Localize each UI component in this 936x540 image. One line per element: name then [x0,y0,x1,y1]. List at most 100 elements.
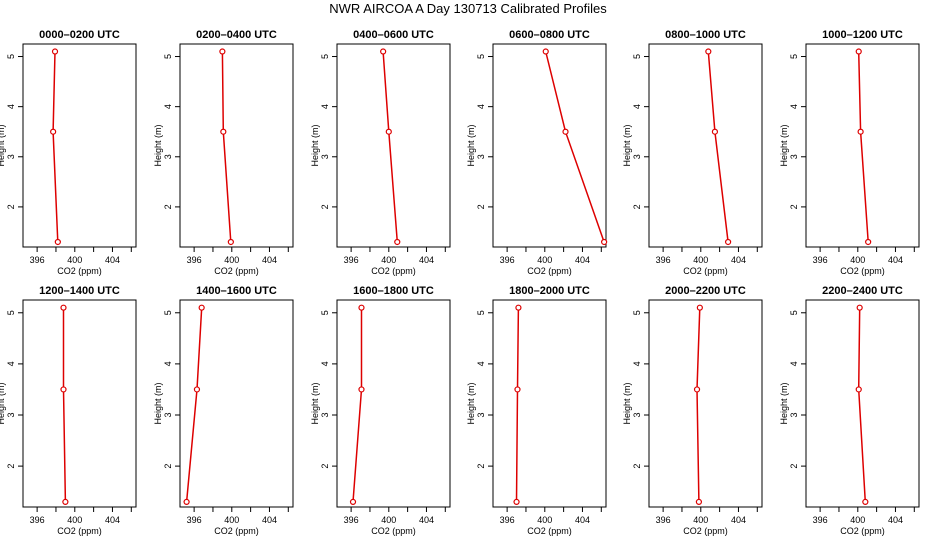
panel-title: 0800–1000 UTC [665,29,746,41]
y-tick-label: 3 [320,412,330,417]
y-axis-label: Height (m) [153,382,163,424]
x-tick-label: 404 [888,515,903,525]
profile-line [707,51,729,243]
y-tick-label: 4 [476,361,486,366]
data-point [601,238,608,246]
y-tick-label: 2 [163,204,173,209]
data-point [696,304,703,311]
y-tick-label: 5 [6,54,16,59]
y-tick-label: 4 [163,361,173,366]
y-tick-label: 2 [320,464,330,469]
plot-frame [336,299,451,508]
y-axis-label: Height (m) [779,124,789,166]
x-tick-label: 400 [224,515,239,525]
x-tick-label: 400 [381,255,396,265]
panel-title: 1600–1800 UTC [353,285,434,297]
panel-title: 1000–1200 UTC [822,29,903,41]
y-tick-label: 2 [320,204,330,209]
y-tick-label: 4 [632,361,642,366]
x-tick-label: 404 [731,255,746,265]
x-tick-label: 404 [262,515,277,525]
data-point [183,498,190,505]
y-tick-label: 5 [789,54,799,59]
plot-frame [336,43,451,248]
x-axis-label: CO2 (ppm) [57,526,102,536]
profile-panel-5: 0800–1000 UTC 396 400 404 2 3 4 5 CO2 (ppm) Heigh… [622,29,763,276]
x-tick-label: 396 [30,515,45,525]
data-point [220,128,227,135]
data-point [380,48,387,55]
x-tick-label: 400 [537,255,552,265]
x-tick-label: 404 [731,515,746,525]
y-tick-label: 4 [789,361,799,366]
y-tick-label: 4 [163,104,173,109]
x-tick-label: 396 [30,255,45,265]
data-point [513,498,520,505]
data-point [855,48,862,55]
plot-frame [22,299,137,508]
x-axis-label: CO2 (ppm) [214,266,259,276]
data-point [193,386,201,393]
x-tick-label: 396 [656,255,671,265]
x-tick-label: 400 [693,255,708,265]
data-point [227,238,234,246]
x-tick-label: 400 [381,515,396,525]
profile-panel-3: 0400–0600 UTC 396 400 404 2 3 4 5 CO2 (ppm) Heigh… [310,29,451,276]
data-point [358,386,365,393]
profile-panel-11: 2000–2200 UTC 396 400 404 2 3 4 5 CO2 (ppm) Heigh… [622,285,763,536]
panel-title: 1200–1400 UTC [39,285,120,297]
y-tick-label: 3 [632,412,642,417]
y-tick-label: 2 [6,204,16,209]
y-tick-label: 3 [6,154,16,159]
plot-frame [22,43,137,248]
profile-panel-12: 2200–2400 UTC 396 400 404 2 3 4 5 CO2 (ppm) Heigh… [779,285,920,536]
data-point [50,128,57,135]
x-tick-label: 396 [187,255,202,265]
data-point [198,304,205,311]
data-point [60,304,67,311]
plot-frame [648,43,763,248]
profile-line [544,51,605,243]
profile-line [382,51,399,243]
x-tick-label: 396 [344,255,359,265]
y-tick-label: 2 [476,204,486,209]
data-point [62,498,69,505]
data-point [856,304,863,311]
data-point [358,304,365,311]
plot-frame [492,43,607,248]
y-tick-label: 2 [163,464,173,469]
data-point [514,386,521,393]
data-point [724,238,732,246]
y-tick-label: 5 [476,310,486,315]
profile-line [352,307,363,502]
profile-line [857,307,867,502]
x-tick-label: 400 [850,515,865,525]
y-tick-label: 2 [632,204,642,209]
figure-title: NWR AIRCOA A Day 130713 Calibrated Profi… [329,1,607,16]
y-tick-label: 5 [320,54,330,59]
y-tick-label: 2 [6,464,16,469]
profile-panel-9: 1600–1800 UTC 396 400 404 2 3 4 5 CO2 (ppm) Heigh… [310,285,451,536]
y-axis-label: Height (m) [466,382,476,424]
x-tick-label: 400 [537,515,552,525]
plot-frame [805,43,920,248]
data-point [562,128,569,135]
profile-line [696,307,701,502]
y-tick-label: 4 [6,104,16,109]
profile-line [221,51,232,243]
x-tick-label: 396 [344,515,359,525]
data-point [515,304,522,311]
panel-title: 1800–2000 UTC [509,285,590,297]
y-tick-label: 4 [476,104,486,109]
x-tick-label: 404 [105,515,120,525]
profile-panel-4: 0600–0800 UTC 396 400 404 2 3 4 5 CO2 (ppm) Heigh… [466,29,608,276]
x-tick-label: 404 [105,255,120,265]
profile-panel-10: 1800–2000 UTC 396 400 404 2 3 4 5 CO2 (ppm) Heigh… [466,285,607,536]
y-tick-label: 5 [163,54,173,59]
profile-panel-6: 1000–1200 UTC 396 400 404 2 3 4 5 CO2 (ppm) Heigh… [779,29,920,276]
x-tick-label: 396 [656,515,671,525]
data-point [855,386,862,393]
y-axis-label: Height (m) [466,124,476,166]
profile-panel-1: 0000–0200 UTC 396 400 404 2 3 4 5 CO2 (ppm) Heigh… [0,29,137,276]
profile-line [857,51,869,243]
